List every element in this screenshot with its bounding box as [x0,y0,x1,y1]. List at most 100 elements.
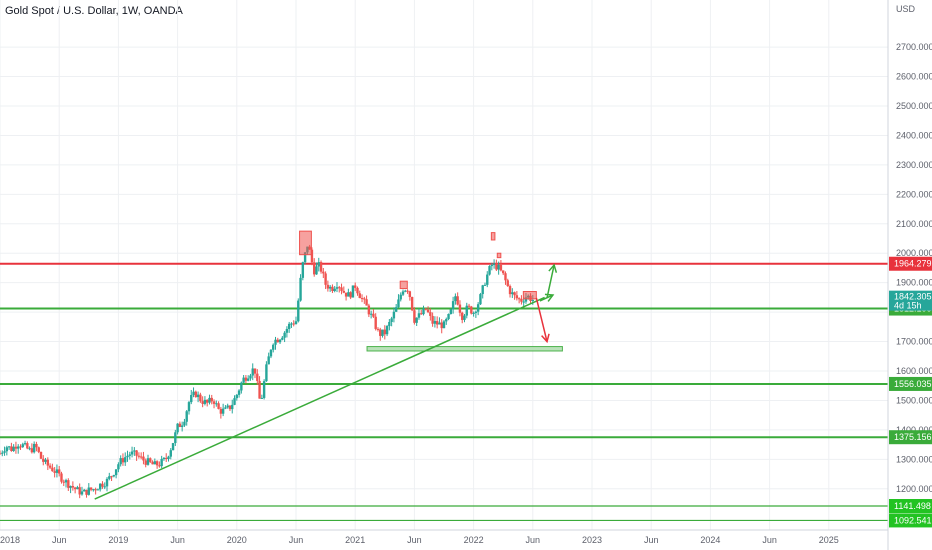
y-tick-label: 1500.000 [896,395,932,405]
candle-body [458,304,462,313]
candle-body [274,339,277,345]
candle-body [408,291,412,298]
candle-body [246,378,250,381]
candle-body [210,397,213,402]
candle-body [117,464,120,470]
candle-body [442,321,446,329]
candle-body [524,297,528,302]
candle-body [420,313,423,315]
candle-body [199,394,202,402]
candle-body [64,480,68,483]
candle-body [26,443,29,449]
candle-body [30,448,34,453]
candle-body [101,483,104,487]
candle-body [290,323,293,325]
candle-body [342,290,346,293]
candle-body [219,408,223,414]
candle-body [44,459,47,462]
price-highlights [299,230,537,300]
candle-body [513,292,516,296]
candle-body [449,309,453,314]
candle-body [404,290,407,292]
candle-body [1,452,4,454]
candle-body [438,322,441,325]
candle-body [21,444,24,448]
level-badge-text: 1141.498 [894,501,931,511]
candle-body [231,404,234,410]
candle-body [447,313,450,320]
candle-body [201,401,204,404]
candle-body [7,446,11,448]
candle-body [206,399,209,403]
candle-body [310,249,314,263]
candle-body [121,458,125,463]
candle-body [96,489,100,491]
candle-body [406,290,409,292]
candle-body [490,265,494,267]
candle-body [217,403,220,409]
candle-body [251,368,254,376]
candle-body [383,329,386,335]
candle-body [415,317,418,323]
candle-body [417,313,421,318]
horizontal-levels [0,262,888,522]
candle-body [137,455,141,457]
candle-body [28,448,31,450]
highlight-box-2022-peak [490,232,496,241]
candle-body [203,399,207,404]
arrow-up-shaft [546,264,555,299]
y-tick-label: 1700.000 [896,337,932,347]
candle-body [23,443,27,445]
candle-body [185,411,188,422]
candle-body [454,296,457,302]
candle-body [162,457,166,460]
candle-body [319,262,323,272]
candle-body [410,297,414,311]
support-zone-rect [366,346,563,352]
highlight-box-2021-top [399,280,408,290]
chart-title: Gold Spot / U.S. Dollar, 1W, OANDA [5,5,183,17]
candle-body [431,315,434,324]
candle-body [381,329,384,336]
countdown-text: 4d 15h [894,301,922,311]
candle-body [497,264,500,270]
time-axis: 2018 Jun 2019 Jun 2020 Jun 2021 Jun 2022 Jun 2023 J… [0,535,839,545]
candle-body [351,285,355,298]
candle-body [112,475,116,477]
y-tick-label: 2000.000 [896,248,932,258]
candle-body [347,292,350,297]
candle-body [17,446,20,449]
candle-body [155,461,159,466]
candle-body [128,454,131,456]
support-zone [366,346,563,352]
candle-body [135,450,138,456]
x-tick-label: 2023 [582,535,602,545]
candle-body [426,309,430,313]
candle-body [37,447,40,452]
candle-body [292,323,295,325]
candle-body [328,286,332,289]
candle-body [313,262,316,275]
candle-body [358,293,361,299]
candle-body [499,264,503,271]
x-tick-label: Jun [289,535,304,545]
candle-body [465,305,468,316]
candle-body [508,286,512,295]
candle-body [208,397,211,403]
candle-body [413,310,416,323]
trendline [94,296,545,500]
candle-body [522,301,525,303]
price-candles [0,244,534,499]
candle-body [322,271,325,274]
projection-arrows [535,263,558,344]
candle-body [244,377,248,381]
candle-body [192,391,195,395]
y-tick-label: 2200.000 [896,189,932,199]
candle-body [445,319,448,322]
x-tick-label: Jun [762,535,777,545]
candle-body [401,291,405,295]
candle-body [76,487,79,490]
candle-body [221,408,225,414]
x-tick-label: 2021 [345,535,365,545]
